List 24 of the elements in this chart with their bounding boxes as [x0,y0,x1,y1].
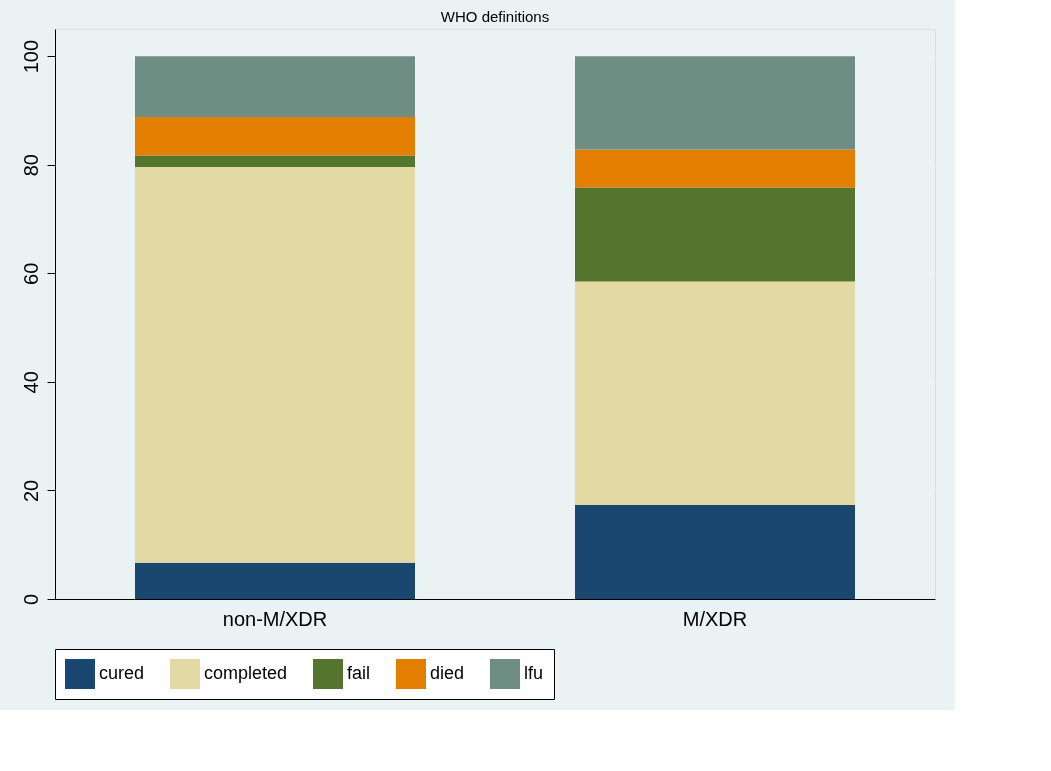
y-tick-label: 100 [19,39,42,74]
bar [135,116,415,156]
legend-label: lfu [524,663,544,683]
legend-label: fail [347,663,371,683]
bar [135,155,415,167]
bar [575,149,855,188]
y-tick-label: 80 [19,154,42,177]
bar [575,56,855,150]
x-tick-label: non-M/XDR [222,607,328,630]
bar [575,281,855,506]
y-tick-label: 40 [19,371,42,394]
bar [135,56,415,117]
legend-label: completed [204,663,288,683]
legend-label: cured [99,663,145,683]
bar [575,505,855,599]
bar [135,166,415,563]
bar [575,187,855,282]
bar [135,562,415,599]
chart-title: WHO definitions [440,8,550,25]
y-tick-label: 20 [19,479,42,503]
x-tick-label: M/XDR [682,607,748,630]
y-tick-label: 60 [19,262,42,285]
y-tick-label: 0 [19,593,42,606]
legend-label: died [430,663,465,683]
